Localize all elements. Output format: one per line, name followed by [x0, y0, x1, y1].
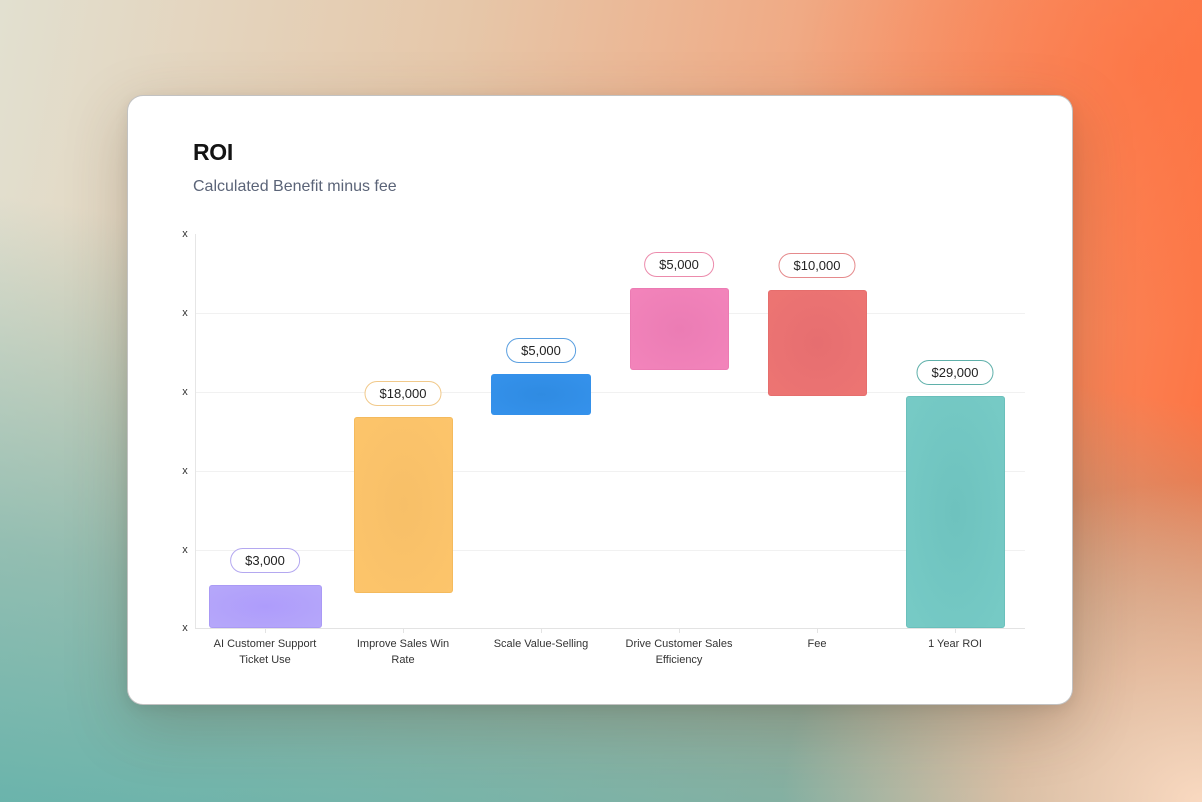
- x-label-line: Ticket Use: [239, 654, 291, 666]
- x-label-ai-customer-support: AI Customer Support Ticket Use: [200, 636, 330, 668]
- x-label-line: Efficiency: [655, 654, 703, 666]
- x-label-improve-sales-win-rate: Improve Sales Win Rate: [338, 636, 468, 668]
- gridline: [195, 471, 1025, 472]
- bar-1-year-roi[interactable]: [906, 396, 1005, 628]
- bar-improve-sales-win-rate[interactable]: [354, 417, 453, 593]
- y-tick-label: x: [182, 228, 188, 240]
- x-label-line: Fee: [807, 638, 827, 650]
- chart-subtitle: Calculated Benefit minus fee: [193, 178, 397, 195]
- value-label-improve-sales-win-rate: $18,000: [364, 381, 442, 406]
- x-tick-mark: [955, 628, 956, 633]
- bar-ai-customer-support[interactable]: [209, 585, 322, 628]
- gridline: [195, 313, 1025, 314]
- waterfall-chart: x x x x x x $3,000 $18,000 $5,000 $5,000…: [128, 96, 1074, 706]
- gridline: [195, 550, 1025, 551]
- value-label-drive-customer-sales-efficiency: $5,000: [644, 252, 714, 277]
- x-label-line: 1 Year ROI: [928, 638, 982, 650]
- bar-drive-customer-sales-efficiency[interactable]: [630, 288, 729, 370]
- x-tick-mark: [265, 628, 266, 633]
- x-label-line: AI Customer Support: [213, 638, 317, 650]
- x-label-fee: Fee: [752, 636, 882, 652]
- y-tick-label: x: [182, 386, 188, 398]
- bar-scale-value-selling[interactable]: [491, 374, 591, 415]
- x-label-line: Scale Value-Selling: [493, 638, 589, 650]
- value-label-1-year-roi: $29,000: [916, 360, 994, 385]
- x-label-1-year-roi: 1 Year ROI: [890, 636, 1020, 652]
- y-tick-label: x: [182, 622, 188, 634]
- value-label-scale-value-selling: $5,000: [506, 338, 576, 363]
- roi-chart-card: ROI Calculated Benefit minus fee x x x x…: [127, 95, 1073, 705]
- x-tick-mark: [679, 628, 680, 633]
- x-tick-mark: [817, 628, 818, 633]
- x-label-drive-customer-sales-efficiency: Drive Customer Sales Efficiency: [614, 636, 744, 668]
- chart-title: ROI: [193, 139, 233, 165]
- y-tick-label: x: [182, 307, 188, 319]
- gridline: [195, 392, 1025, 393]
- bar-fee[interactable]: [768, 290, 867, 396]
- x-label-line: Rate: [391, 654, 415, 666]
- y-tick-label: x: [182, 465, 188, 477]
- x-label-scale-value-selling: Scale Value-Selling: [476, 636, 606, 652]
- x-label-line: Improve Sales Win: [356, 638, 450, 650]
- value-label-ai-customer-support: $3,000: [230, 548, 300, 573]
- x-tick-mark: [541, 628, 542, 633]
- x-axis-line: [195, 628, 1025, 629]
- y-tick-label: x: [182, 544, 188, 556]
- x-tick-mark: [403, 628, 404, 633]
- value-label-fee: $10,000: [778, 253, 856, 278]
- x-label-line: Drive Customer Sales: [625, 638, 733, 650]
- y-axis-line: [195, 234, 196, 629]
